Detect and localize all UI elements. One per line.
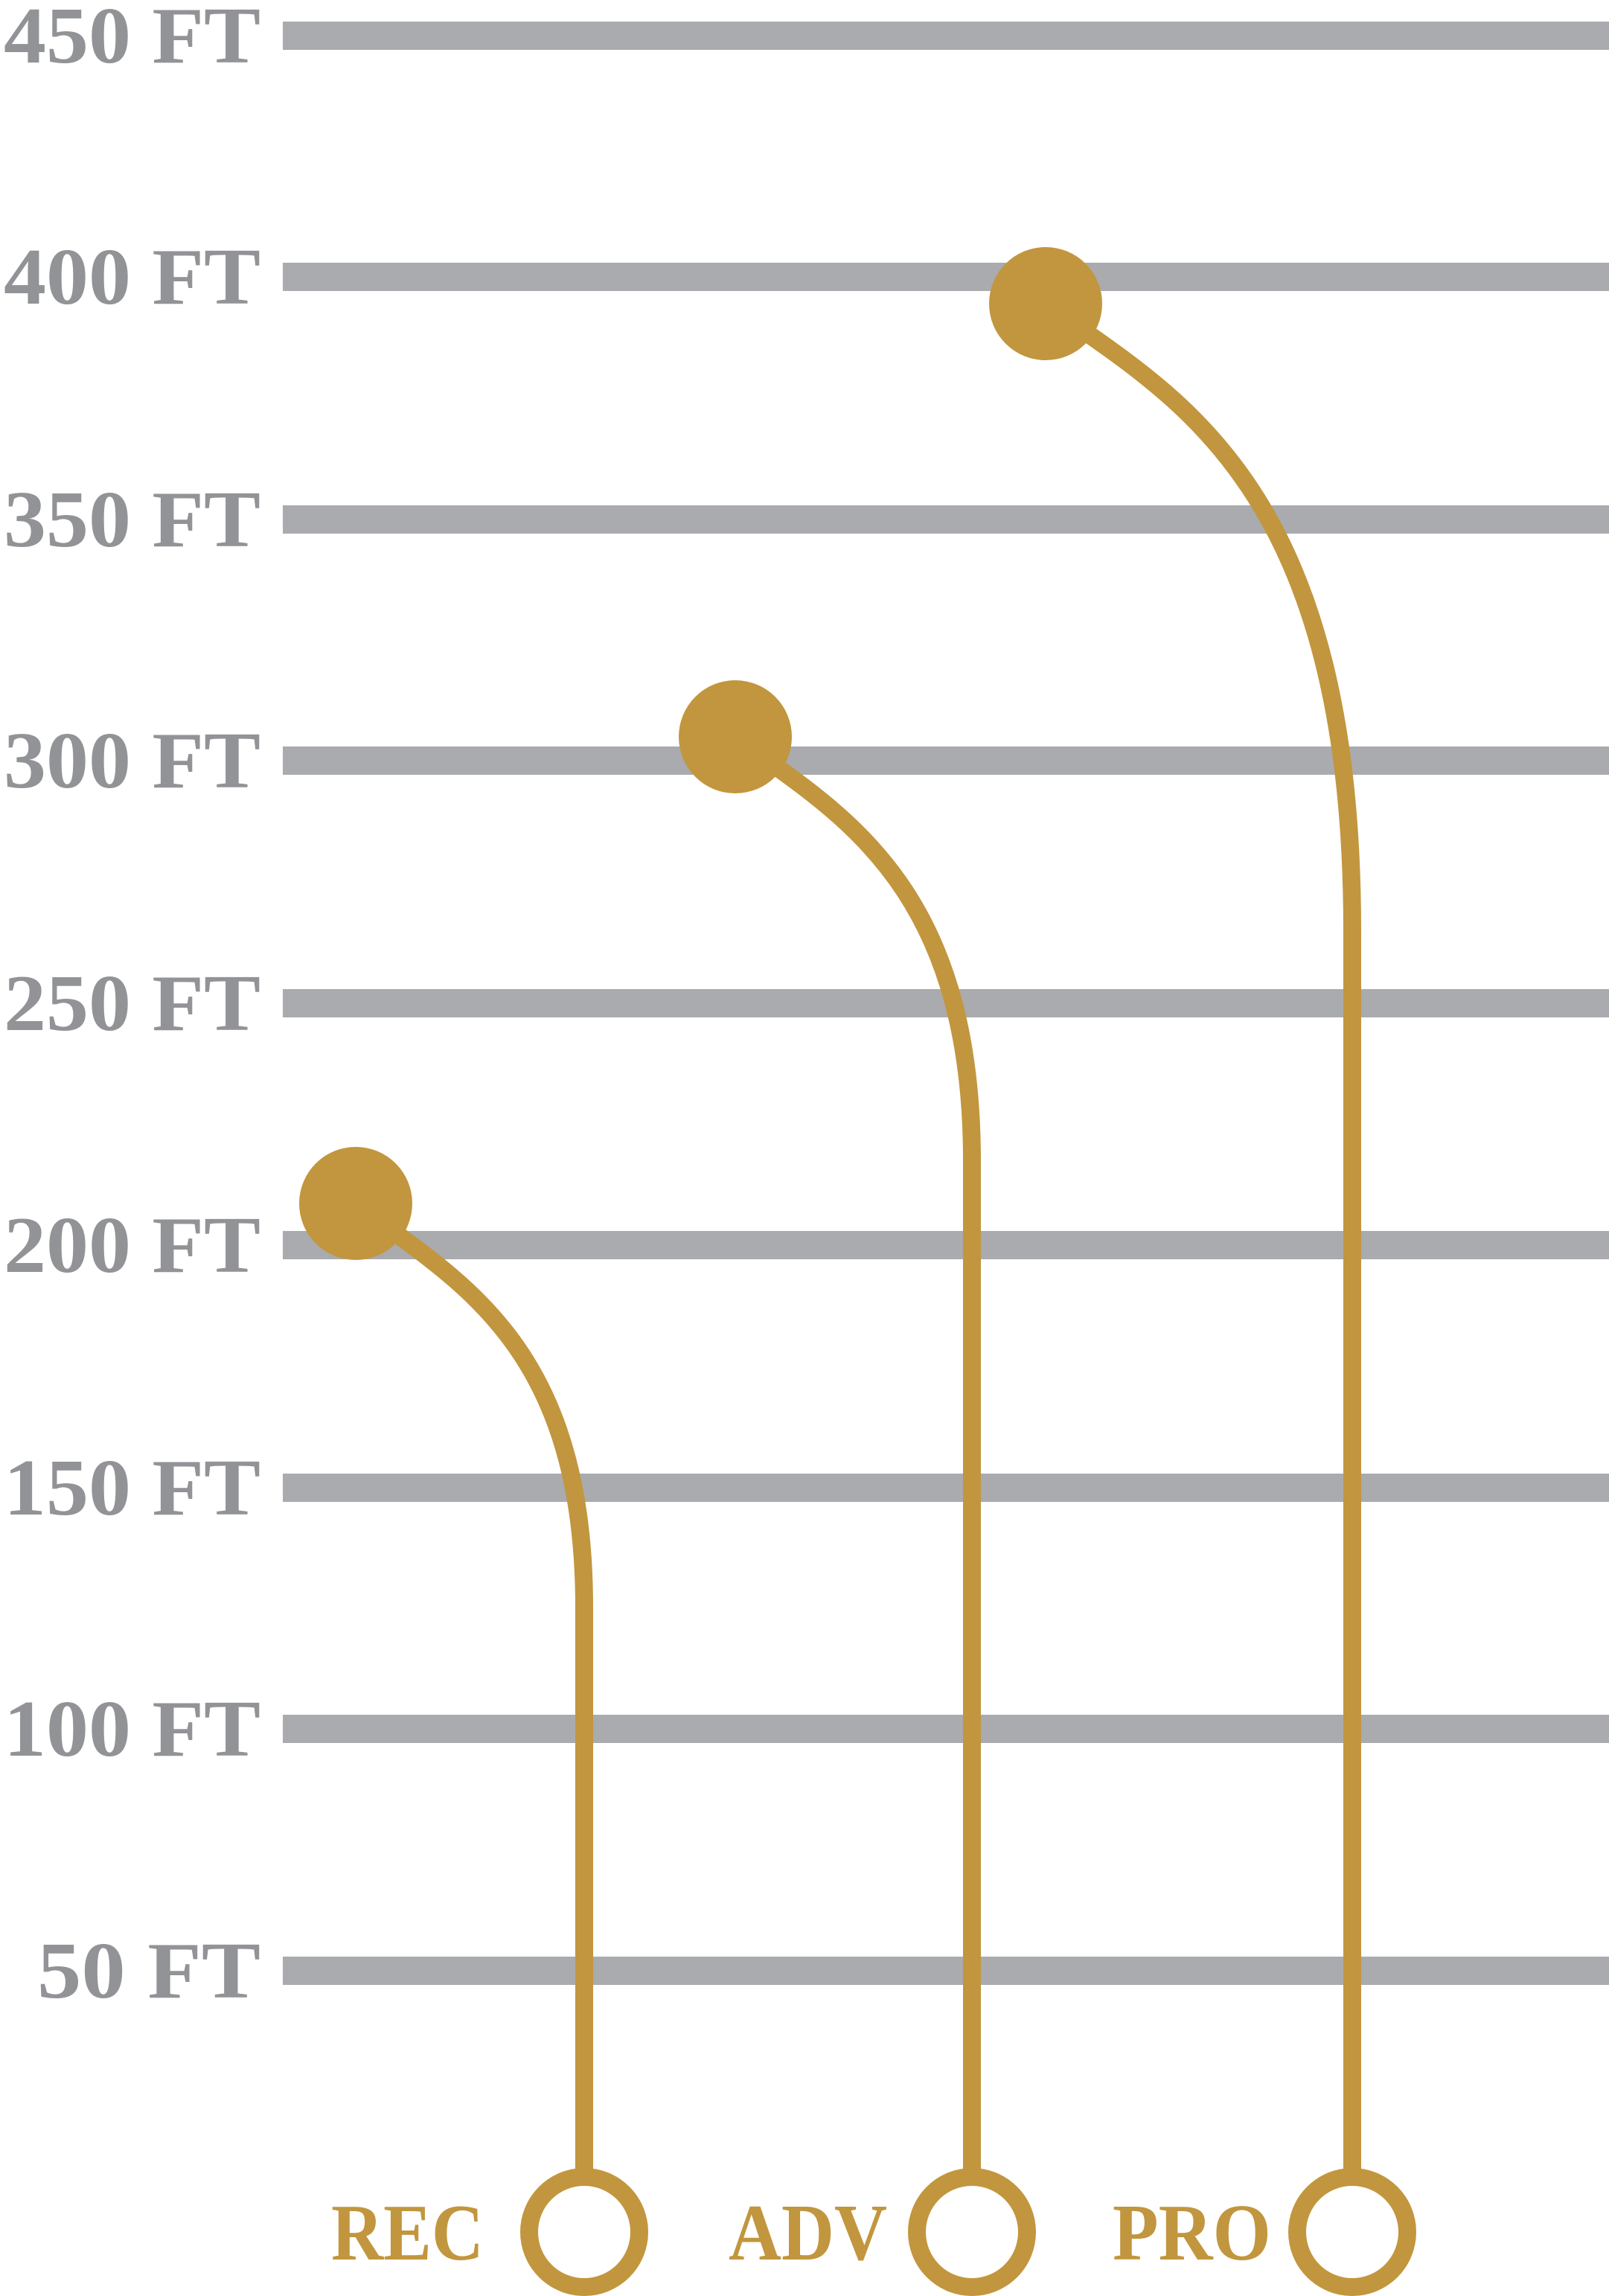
axis-label-400ft: 400 FT	[4, 233, 260, 322]
axis-label-100ft: 100 FT	[4, 1685, 260, 1774]
flight-paths	[299, 247, 1416, 2296]
gridline-50ft	[283, 1957, 1609, 1985]
pro-apex-disc-icon	[989, 247, 1102, 360]
gridline-100ft	[283, 1715, 1609, 1743]
rec-apex-disc-icon	[299, 1147, 412, 1260]
thrower-label-pro: PRO	[1113, 2189, 1271, 2277]
rec-flight-path	[350, 1196, 593, 2170]
thrower-label-rec: REC	[331, 2189, 484, 2277]
axis-label-250ft: 250 FT	[4, 959, 260, 1048]
axis-label-50ft: 50 FT	[37, 1927, 260, 2015]
adv-tee-ring-icon	[908, 2168, 1036, 2296]
axis-label-200ft: 200 FT	[4, 1201, 260, 1290]
axis-label-300ft: 300 FT	[4, 717, 260, 805]
axis-labels: 450 FT 400 FT 350 FT 300 FT 250 FT 200 F…	[4, 0, 260, 2015]
thrower-label-adv: ADV	[729, 2189, 887, 2277]
thrower-labels: REC ADV PRO	[331, 2189, 1271, 2277]
axis-label-150ft: 150 FT	[4, 1444, 260, 1532]
gridline-300ft	[283, 746, 1609, 775]
gridline-400ft	[283, 263, 1609, 291]
gridline-200ft	[283, 1231, 1609, 1259]
gridline-150ft	[283, 1474, 1609, 1502]
adv-apex-disc-icon	[679, 680, 792, 793]
rec-tee-ring-icon	[520, 2168, 648, 2296]
pro-tee-ring-icon	[1288, 2168, 1416, 2296]
gridline-350ft	[283, 505, 1609, 534]
adv-flight-path	[729, 729, 981, 2170]
gridline-450ft	[283, 22, 1609, 50]
pro-flight-path	[1040, 296, 1361, 2170]
axis-label-450ft: 450 FT	[4, 0, 260, 80]
axis-label-350ft: 350 FT	[4, 476, 260, 564]
